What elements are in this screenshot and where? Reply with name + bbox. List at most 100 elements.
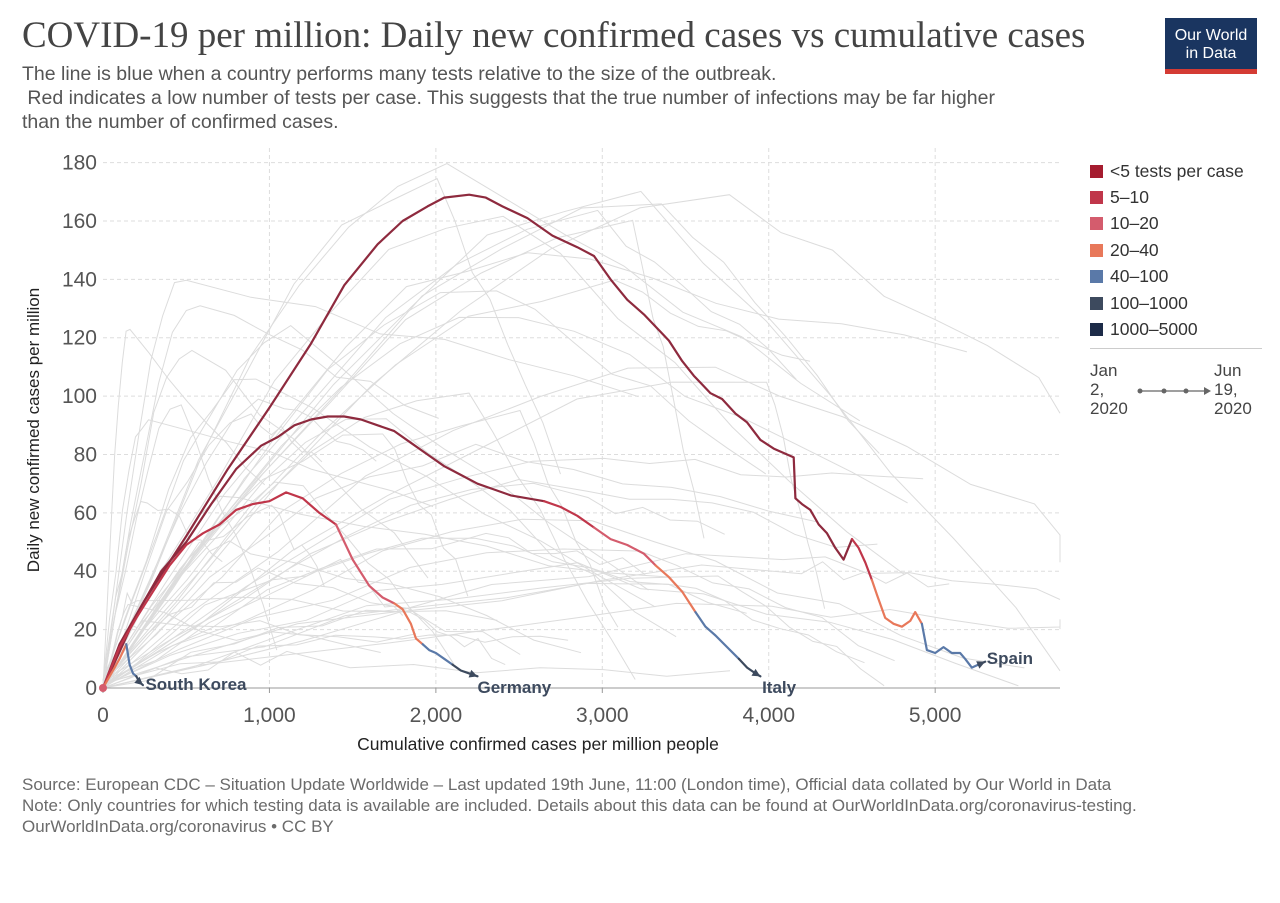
background-country-line bbox=[102, 591, 498, 686]
owid-logo[interactable]: Our World in Data bbox=[1165, 18, 1257, 74]
gridlines bbox=[103, 148, 1060, 688]
footer: Source: European CDC – Situation Update … bbox=[22, 774, 1202, 837]
timeline-end-year: 2020 bbox=[1214, 399, 1252, 418]
chart-title: COVID-19 per million: Daily new confirme… bbox=[22, 15, 1086, 56]
legend-item[interactable]: <5 tests per case bbox=[1090, 158, 1270, 184]
y-tick-label: 100 bbox=[62, 385, 97, 408]
series-arrow-germany bbox=[468, 669, 478, 678]
background-country-line bbox=[102, 328, 266, 689]
background-country-line bbox=[102, 634, 569, 683]
y-axis-label: Daily new confirmed cases per million bbox=[24, 288, 43, 572]
background-country-line bbox=[102, 562, 1019, 687]
background-country-line bbox=[102, 548, 895, 687]
footer-source: Source: European CDC – Situation Update … bbox=[22, 775, 1112, 794]
background-country-line bbox=[102, 602, 1061, 689]
series-line-south-korea bbox=[125, 643, 138, 678]
y-tick-label: 40 bbox=[74, 560, 97, 583]
series-line-italy bbox=[654, 564, 697, 614]
background-country-line bbox=[102, 404, 278, 689]
background-country-line bbox=[102, 540, 582, 684]
legend-label: 10–20 bbox=[1110, 213, 1159, 234]
series-line-italy bbox=[694, 610, 740, 660]
timeline-dot bbox=[1137, 388, 1143, 394]
legend-label: <5 tests per case bbox=[1110, 160, 1244, 181]
background-country-line bbox=[102, 504, 325, 689]
legend-item[interactable]: 5–10 bbox=[1090, 184, 1270, 210]
legend-item[interactable]: 40–100 bbox=[1090, 264, 1270, 290]
background-country-line bbox=[102, 553, 1061, 685]
series-line-spain bbox=[850, 537, 874, 582]
timeline-arrow-icon bbox=[1204, 387, 1211, 395]
background-country-lines bbox=[102, 163, 1061, 689]
y-tick-label: 160 bbox=[62, 210, 97, 233]
subtitle-line-1: The line is blue when a country performs… bbox=[22, 63, 777, 85]
background-country-line bbox=[102, 190, 1061, 683]
background-country-line bbox=[102, 537, 747, 681]
background-country-line bbox=[102, 558, 404, 689]
x-tick-label: 3,000 bbox=[576, 704, 629, 727]
x-axis-label: Cumulative confirmed cases per million p… bbox=[357, 734, 719, 754]
timeline-end: Jun 19, 2020 bbox=[1214, 361, 1274, 418]
x-tick-label: 2,000 bbox=[410, 704, 463, 727]
timeline[interactable]: Jan 2, 2020 Jun 19, 2020 bbox=[1090, 361, 1270, 421]
legend-swatch bbox=[1090, 296, 1103, 310]
legend-label: 40–100 bbox=[1110, 266, 1169, 287]
series-line-spain bbox=[920, 622, 980, 669]
series-arrow-south-korea bbox=[134, 676, 143, 686]
background-country-line bbox=[102, 279, 811, 685]
y-tick-label: 20 bbox=[74, 619, 97, 642]
timeline-start: Jan 2, 2020 bbox=[1090, 361, 1150, 418]
background-country-line bbox=[102, 163, 861, 689]
legend-item[interactable]: 10–20 bbox=[1090, 211, 1270, 237]
x-tick-label: 0 bbox=[97, 704, 109, 727]
series-line-italy bbox=[592, 526, 657, 567]
chart-subtitle: The line is blue when a country performs… bbox=[22, 62, 1112, 134]
subtitle-line-3: than the number of confirmed cases. bbox=[22, 111, 339, 133]
background-country-line bbox=[102, 409, 619, 689]
background-country-line bbox=[102, 398, 377, 689]
origin-point bbox=[99, 684, 107, 692]
series-line-spain bbox=[101, 193, 854, 690]
background-country-line bbox=[102, 609, 506, 689]
timeline-slider[interactable] bbox=[1090, 361, 1270, 421]
x-tick-label: 4,000 bbox=[742, 704, 795, 727]
legend-swatch bbox=[1090, 217, 1103, 231]
background-country-line bbox=[102, 349, 429, 689]
background-country-line bbox=[102, 392, 636, 684]
series-label-spain: Spain bbox=[987, 649, 1033, 668]
legend-item[interactable]: 100–1000 bbox=[1090, 290, 1270, 316]
background-country-line bbox=[102, 290, 767, 689]
y-tick-label: 120 bbox=[62, 327, 97, 350]
timeline-start-month: Jan bbox=[1090, 361, 1118, 380]
background-country-line bbox=[102, 324, 649, 682]
background-country-line bbox=[102, 215, 905, 687]
axes: 0 20 40 60 80 100 120 140 160 180 0 1,000 2,000 3,000… bbox=[62, 152, 1060, 727]
background-country-line bbox=[102, 177, 561, 685]
legend-item[interactable]: 1000–5000 bbox=[1090, 316, 1270, 342]
footer-license[interactable]: OurWorldInData.org/coronavirus • CC BY bbox=[22, 817, 334, 836]
legend-label: 5–10 bbox=[1110, 187, 1149, 208]
series-labels: Spain Italy Germany South Korea bbox=[145, 649, 1033, 697]
timeline-end-month: Jun bbox=[1214, 361, 1242, 380]
background-country-line bbox=[102, 305, 439, 689]
legend-swatch bbox=[1090, 243, 1103, 257]
y-tick-label: 0 bbox=[85, 677, 97, 700]
y-tick-label: 80 bbox=[74, 443, 97, 466]
x-tick-label: 5,000 bbox=[909, 704, 962, 727]
legend-label: 1000–5000 bbox=[1110, 319, 1198, 340]
legend-item[interactable]: 20–40 bbox=[1090, 237, 1270, 263]
legend-swatch bbox=[1090, 164, 1103, 178]
series-line-spain bbox=[870, 578, 924, 628]
background-country-line bbox=[102, 419, 434, 685]
background-country-line bbox=[102, 478, 878, 682]
background-country-line bbox=[102, 418, 677, 685]
background-country-line bbox=[102, 532, 646, 685]
series-line-germany bbox=[334, 523, 396, 605]
background-country-line bbox=[102, 482, 725, 688]
series-label-south-korea: South Korea bbox=[145, 675, 247, 694]
timeline-dot bbox=[1183, 388, 1189, 394]
background-country-line bbox=[102, 194, 1061, 688]
highlighted-series bbox=[99, 193, 987, 692]
background-country-line bbox=[102, 381, 826, 687]
